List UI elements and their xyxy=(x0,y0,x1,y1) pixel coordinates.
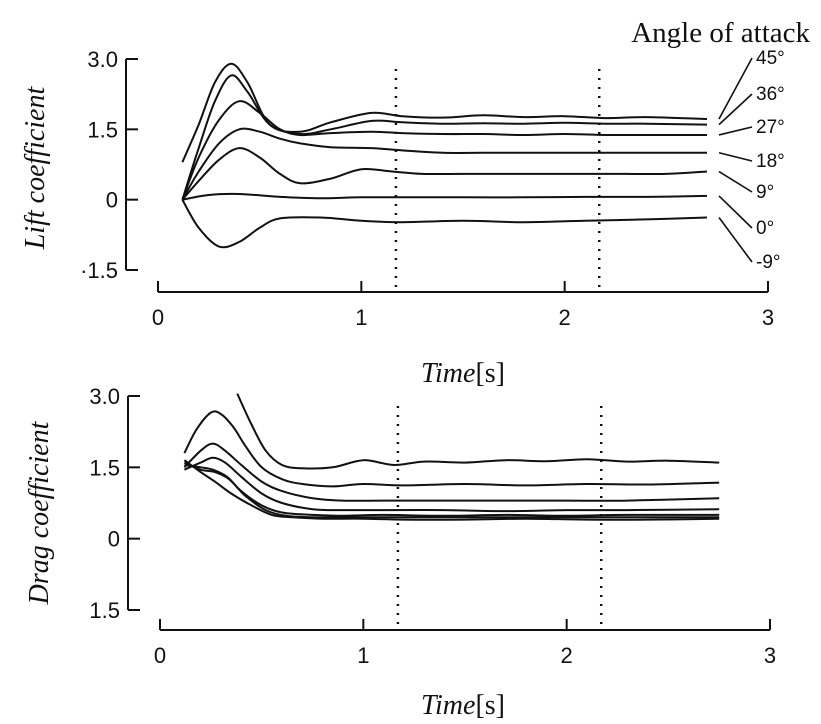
lift-series-line xyxy=(181,199,708,249)
lift-series-line xyxy=(181,74,708,200)
lift-series-line xyxy=(181,147,708,201)
drag-x-axis-title-name: Time xyxy=(421,690,475,721)
lift-legend-title: Angle of attack xyxy=(631,17,810,49)
drag-y-tick-label: 1.5 xyxy=(89,455,120,480)
lift-legend-label: 27° xyxy=(756,117,785,138)
lift-x-axis-title-unit: [s] xyxy=(475,358,505,389)
lift-legend-leader xyxy=(718,126,753,136)
lift-legend-leader xyxy=(718,195,753,229)
drag-x-axis-title: Time[s] xyxy=(421,690,505,721)
lift-x-tick-label: 1 xyxy=(355,305,367,330)
lift-x-tick-label: 3 xyxy=(762,305,774,330)
lift-x-axis-title: Time[s] xyxy=(421,358,505,389)
drag-series-line xyxy=(183,459,720,521)
lift-series-line xyxy=(182,192,708,201)
lift-y-axis-title: Lift coefficient xyxy=(20,86,51,251)
lift-x-tick-label: 2 xyxy=(559,305,571,330)
drag-x-tick-label: 3 xyxy=(764,643,776,668)
lift-x-tick-label: 0 xyxy=(152,305,164,330)
drag-series-line xyxy=(183,410,720,488)
lift-legend-label: -9° xyxy=(756,252,781,273)
drag-x-axis-title-unit: [s] xyxy=(475,690,505,721)
drag-x-tick-label: 2 xyxy=(561,643,573,668)
drag-x-tick-label: 0 xyxy=(154,643,166,668)
lift-legend-leader xyxy=(718,217,753,263)
lift-legend-label: 18° xyxy=(756,151,785,172)
lift-y-tick-label: 0 xyxy=(106,188,118,213)
lift-series-line xyxy=(181,127,707,201)
drag-series-line xyxy=(183,442,720,502)
lift-y-tick-label: 3.0 xyxy=(87,47,118,72)
lift-series-line xyxy=(181,100,707,201)
lift-y-tick-label: ·1.5 xyxy=(80,258,118,283)
lift-legend-leader xyxy=(718,57,753,120)
drag-y-tick-label: 3.0 xyxy=(89,384,120,409)
drag-y-tick-label: 1.5 xyxy=(89,598,120,623)
lift-legend-label: 9° xyxy=(756,182,774,203)
lift-legend-label: 45° xyxy=(756,48,785,69)
drag-chart: 1.5 0 1.5 3.0 0 1 2 3 xyxy=(89,384,776,668)
drag-series-line xyxy=(236,393,720,470)
drag-y-tick-label: 0 xyxy=(108,527,120,552)
drag-series-line xyxy=(184,464,720,517)
lift-chart: ·1.5 0 1.5 3.0 0 1 2 3 45° 36° 27° 18° 9° 0° -9° xyxy=(80,47,785,330)
lift-series-line xyxy=(181,62,708,163)
lift-legend-leader xyxy=(718,152,753,162)
drag-series-line xyxy=(183,456,720,513)
lift-x-axis-title-name: Time xyxy=(421,358,475,389)
lift-legend-leader xyxy=(718,93,753,126)
drag-series-line xyxy=(183,461,720,519)
drag-y-axis-title: Drag coefficient xyxy=(24,420,55,605)
lift-legend-leader xyxy=(718,170,753,193)
lift-y-tick-label: 1.5 xyxy=(87,117,118,142)
lift-legend-label: 0° xyxy=(756,218,774,239)
drag-x-tick-label: 1 xyxy=(357,643,369,668)
lift-legend-label: 36° xyxy=(756,84,785,105)
